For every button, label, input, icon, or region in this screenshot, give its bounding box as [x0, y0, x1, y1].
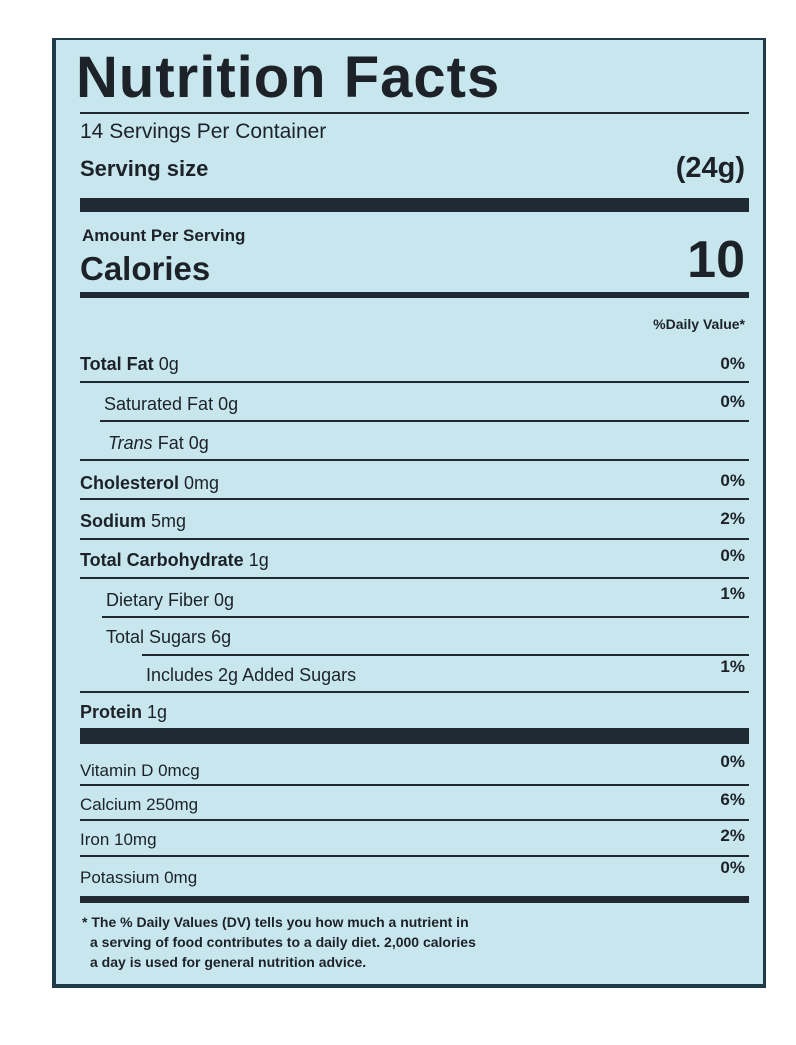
- divider: [80, 784, 749, 786]
- divider: [142, 654, 749, 656]
- nutrition-facts-label: Nutrition Facts 14 Servings Per Containe…: [52, 38, 766, 988]
- dv-calcium: 6%: [720, 790, 745, 809]
- daily-value-header: %Daily Value*: [653, 316, 745, 332]
- divider: [80, 498, 749, 500]
- divider: [80, 577, 749, 579]
- calories-value: 10: [687, 231, 745, 289]
- nutrient-row-sodium: Sodium 5mg: [80, 511, 187, 531]
- nutrient-row-saturated-fat: Saturated Fat 0g: [104, 394, 239, 414]
- dv-added-sugars: 1%: [720, 657, 745, 676]
- thick-divider: [80, 728, 749, 744]
- footnote-line: * The % Daily Values (DV) tells you how …: [82, 914, 469, 930]
- divider: [100, 420, 749, 422]
- nutrient-row-total-carbohydrate: Total Carbohydrate 1g: [80, 550, 269, 570]
- calories-label: Calories: [80, 250, 211, 287]
- divider: [80, 819, 749, 821]
- serving-size-label: Serving size: [80, 156, 209, 181]
- divider: [80, 538, 749, 540]
- medium-divider: [80, 896, 749, 903]
- nutrient-row-dietary-fiber: Dietary Fiber 0g: [106, 590, 235, 610]
- divider: [80, 855, 749, 857]
- footnote-line: a serving of food contributes to a daily…: [90, 934, 476, 950]
- divider: [80, 112, 749, 114]
- divider: [80, 459, 749, 461]
- nutrient-row-total-sugars: Total Sugars 6g: [106, 627, 232, 647]
- dv-cholesterol: 0%: [720, 471, 745, 490]
- dv-sodium: 2%: [720, 509, 745, 528]
- footnote: * The % Daily Values (DV) tells you how …: [82, 912, 476, 972]
- nutrient-row-cholesterol: Cholesterol 0mg: [80, 473, 220, 493]
- dv-total-carbohydrate: 0%: [720, 546, 745, 565]
- nutrient-row-protein: Protein 1g: [80, 702, 168, 722]
- vitamin-row-potassium: Potassium 0mg: [80, 868, 198, 887]
- dv-vitamin-d: 0%: [720, 752, 745, 771]
- vitamin-row-calcium: Calcium 250mg: [80, 795, 199, 814]
- thick-divider: [80, 198, 749, 212]
- dv-total-fat: 0%: [720, 354, 745, 373]
- servings-per-container: 14 Servings Per Container: [80, 120, 327, 143]
- medium-divider: [80, 292, 749, 298]
- vitamin-row-vitamin-d: Vitamin D 0mcg: [80, 761, 200, 780]
- vitamin-row-iron: Iron 10mg: [80, 830, 157, 849]
- nutrient-row-total-fat: Total Fat 0g: [80, 354, 179, 374]
- label-title: Nutrition Facts: [76, 45, 501, 110]
- nutrient-row-added-sugars: Includes 2g Added Sugars: [146, 665, 357, 685]
- nutrient-row-trans-fat: Trans Fat 0g: [108, 433, 209, 453]
- divider: [80, 381, 749, 383]
- serving-size-value: (24g): [675, 152, 745, 184]
- divider: [80, 691, 749, 693]
- amount-per-serving: Amount Per Serving: [82, 226, 246, 245]
- dv-potassium: 0%: [720, 858, 745, 877]
- footnote-line: a day is used for general nutrition advi…: [90, 954, 367, 970]
- dv-saturated-fat: 0%: [720, 392, 745, 411]
- dv-dietary-fiber: 1%: [720, 584, 745, 603]
- dv-iron: 2%: [720, 826, 745, 845]
- divider: [102, 616, 749, 618]
